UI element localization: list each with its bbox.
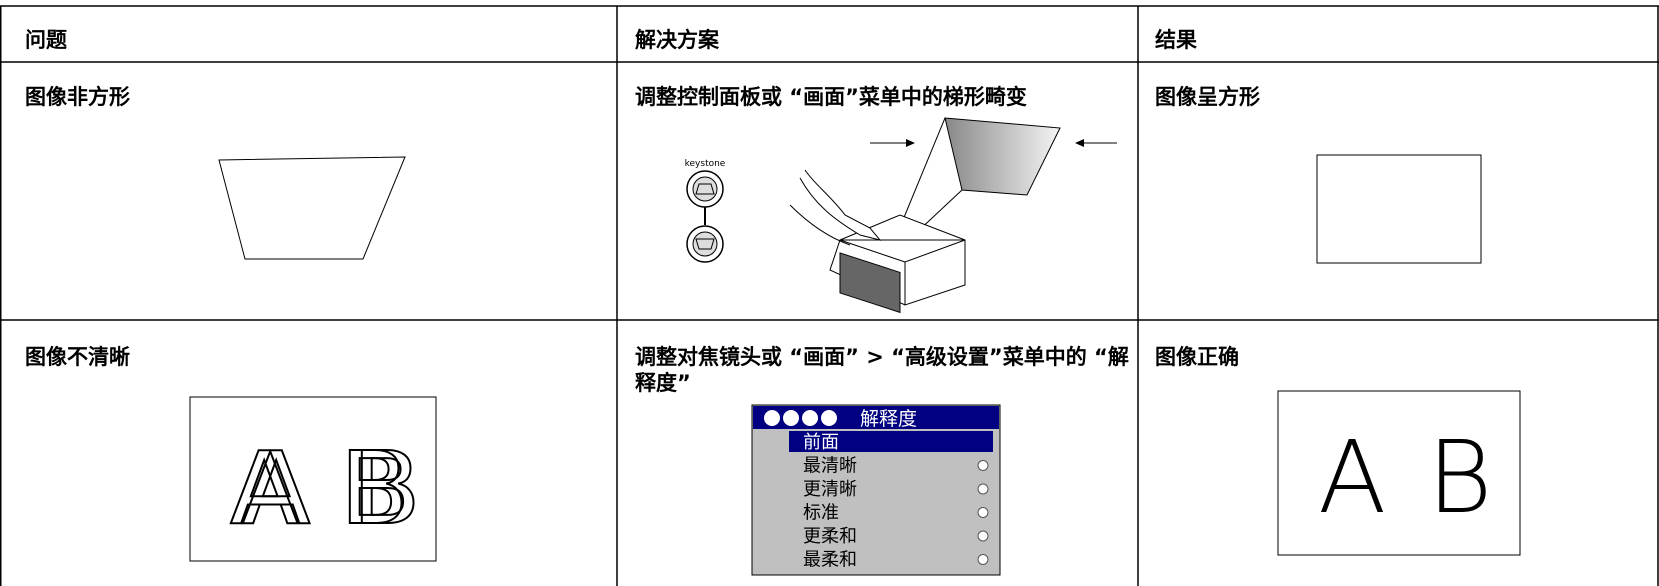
- blurry-image-frame: [189, 396, 437, 562]
- sharp-letter: B: [1427, 419, 1492, 536]
- menu-radio: [977, 554, 989, 565]
- menu-item: 更柔和: [803, 526, 857, 547]
- square-image: [1316, 154, 1482, 264]
- header-cell: 结果: [1155, 28, 1197, 52]
- keystone-label: keystone: [685, 159, 726, 169]
- menu-item: 标准: [803, 503, 839, 524]
- blurry-letter: B: [352, 430, 421, 547]
- menu-item: 前面: [803, 432, 839, 453]
- keystoned-image: [218, 156, 406, 260]
- problem: 图像不清晰: [25, 345, 130, 369]
- menu-radio: [977, 483, 989, 495]
- menu-item: 更清晰: [803, 479, 857, 500]
- header-cell: 解决方案: [635, 28, 719, 52]
- blurry-letters: A A B B: [229, 429, 422, 548]
- sharp-image-frame: [1277, 390, 1521, 556]
- menu-radio: [977, 530, 989, 542]
- result: 图像正确: [1155, 345, 1239, 369]
- problem: 图像非方形: [25, 85, 130, 109]
- header-cell: 问题: [25, 28, 67, 52]
- menu-radio: [977, 460, 989, 471]
- menu-title: 解释度: [860, 408, 917, 430]
- blurry-letter-ghost: A: [230, 430, 298, 547]
- menu-radio: [977, 507, 989, 518]
- result: 图像呈方形: [1155, 85, 1260, 109]
- keystone-illustration: keystone: [685, 117, 1117, 314]
- sharp-letters: A B: [1318, 419, 1492, 536]
- blurry-letter-ghost: B: [340, 430, 409, 547]
- sharp-letter: A: [1318, 419, 1386, 536]
- solution: 调整控制面板或 “画面”菜单中的梯形畸变: [635, 85, 1027, 109]
- menu-item: 最柔和: [803, 550, 857, 571]
- solution: 调整对焦镜头或 “画面” > “高级设置”菜单中的 “解释度”: [635, 345, 1129, 395]
- table-grid: [0, 5, 1659, 586]
- blurry-letter: A: [242, 430, 310, 547]
- menu-item: 最清晰: [803, 456, 857, 477]
